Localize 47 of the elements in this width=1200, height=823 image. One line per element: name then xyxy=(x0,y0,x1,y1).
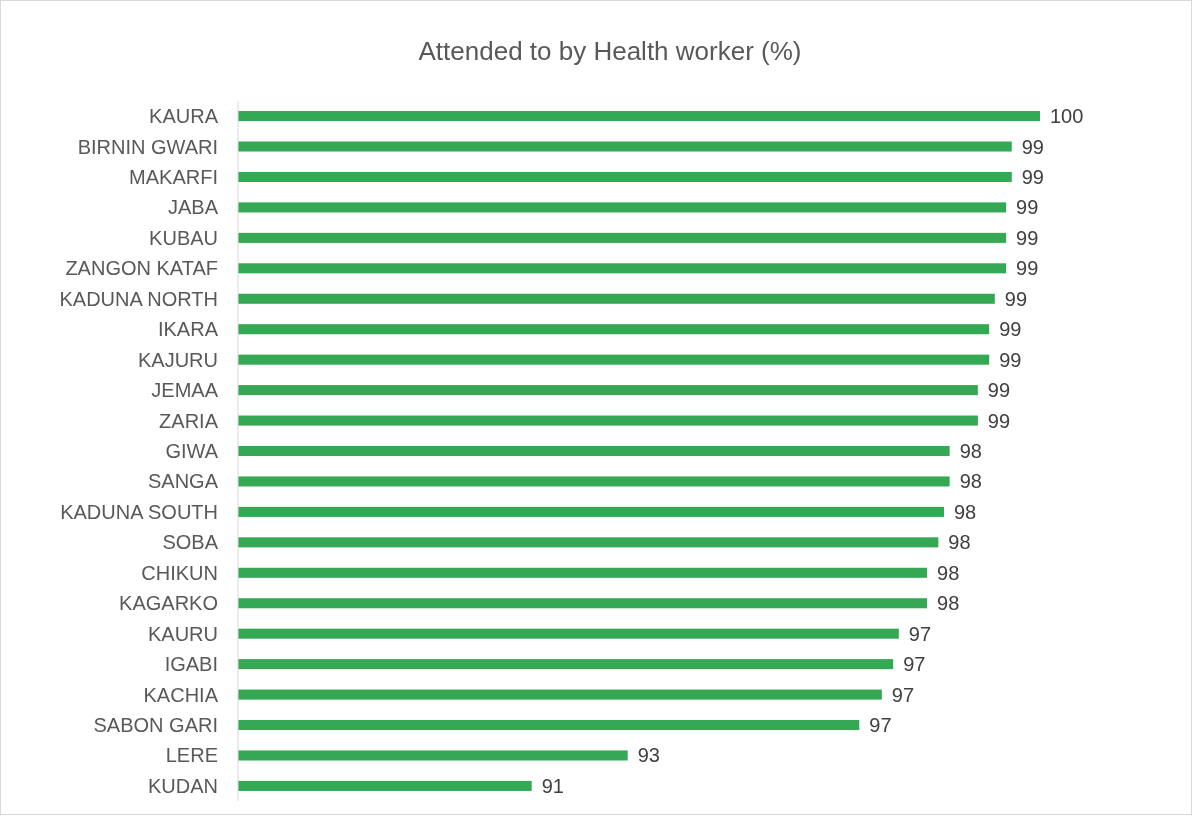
y-tick-label: KADUNA SOUTH xyxy=(60,500,218,523)
y-tick-label: KUBAU xyxy=(149,226,218,249)
y-tick-label: MAKARFI xyxy=(129,165,218,188)
data-label: 99 xyxy=(1004,287,1028,310)
y-tick-label: SOBA xyxy=(162,531,219,554)
data-label: 99 xyxy=(1016,196,1039,219)
data-label: 98 xyxy=(937,592,960,615)
data-label: 98 xyxy=(937,561,960,584)
y-tick-label: LERE xyxy=(165,744,218,767)
data-label: 98 xyxy=(959,470,982,493)
data-label: 91 xyxy=(541,774,564,797)
data-label: 97 xyxy=(903,653,926,676)
data-label: 99 xyxy=(1021,165,1045,188)
data-label: 98 xyxy=(953,500,977,523)
y-tick-label: CHIKUN xyxy=(141,561,218,584)
data-label: 99 xyxy=(987,409,1011,432)
y-tick-label: KAURA xyxy=(149,105,219,128)
y-tick-label: KADUNA NORTH xyxy=(59,287,218,310)
y-tick-label: IGABI xyxy=(164,653,218,676)
data-label: 99 xyxy=(987,379,1011,402)
y-tick-label: BIRNIN GWARI xyxy=(77,135,218,158)
y-tick-label: KUDAN xyxy=(147,774,218,797)
y-tick-label: IKARA xyxy=(157,318,219,341)
y-tick-label: JABA xyxy=(167,196,219,219)
data-label: 99 xyxy=(1016,257,1039,280)
data-label: 99 xyxy=(999,348,1022,371)
y-tick-label: GIWA xyxy=(165,440,219,462)
data-label: 97 xyxy=(891,683,915,706)
chart-title: Attended to by Health worker (%) xyxy=(418,36,802,66)
data-label: 99 xyxy=(999,318,1022,341)
data-label: 97 xyxy=(869,714,892,737)
y-tick-label: SANGA xyxy=(147,470,219,493)
data-label: 99 xyxy=(1016,226,1039,249)
data-label: 93 xyxy=(637,744,660,767)
y-tick-label: SABON GARI xyxy=(93,714,218,737)
y-tick-label: KAURU xyxy=(147,622,218,645)
data-label: 98 xyxy=(948,531,971,554)
y-tick-label: KACHIA xyxy=(143,683,219,706)
data-label: 97 xyxy=(908,622,932,645)
data-label: 98 xyxy=(959,440,982,462)
data-label: 100 xyxy=(1050,105,1084,128)
y-tick-label: ZANGON KATAF xyxy=(65,257,218,280)
y-tick-label: JEMAA xyxy=(151,379,219,402)
data-label: 99 xyxy=(1021,135,1045,158)
y-tick-label: KAGARKO xyxy=(119,592,218,615)
y-tick-label: KAJURU xyxy=(137,348,218,371)
y-tick-label: ZARIA xyxy=(159,409,219,432)
